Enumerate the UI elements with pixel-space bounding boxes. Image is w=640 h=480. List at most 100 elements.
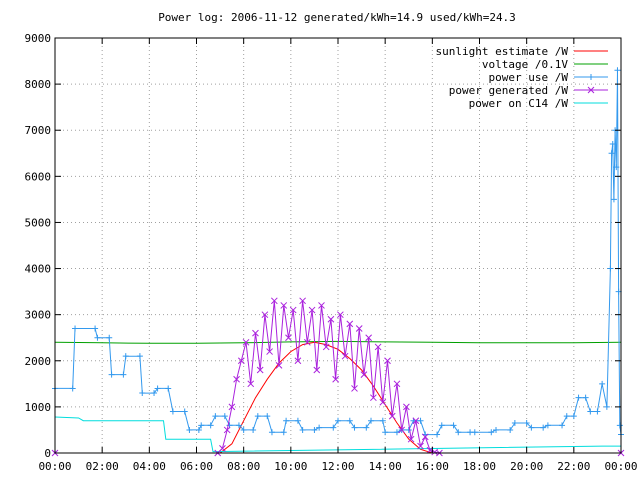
data-point	[455, 429, 462, 436]
data-point	[280, 429, 287, 436]
data-point	[544, 422, 551, 429]
data-point	[285, 334, 292, 342]
data-point	[393, 380, 401, 388]
data-point	[254, 413, 261, 420]
axes: 0 1000 2000 3000 4000 5000 6000 7000 8000 9000 00:…	[25, 32, 638, 473]
data-point	[94, 334, 101, 341]
data-point	[421, 433, 429, 441]
data-point	[256, 366, 264, 374]
data-point	[360, 371, 368, 378]
data-point	[219, 445, 226, 452]
data-point	[540, 424, 547, 431]
data-point	[438, 422, 445, 429]
data-point	[382, 429, 389, 436]
series-line	[55, 70, 622, 436]
legend-marker	[587, 86, 595, 94]
y-tick-label: 8000	[25, 78, 52, 91]
x-tick-label: 00:00	[38, 460, 71, 473]
data-point	[303, 338, 311, 346]
data-point	[330, 424, 337, 431]
x-tick-label: 06:00	[180, 460, 213, 473]
x-tick-label: 04:00	[133, 460, 166, 473]
data-point	[266, 348, 273, 355]
legend-label: voltage /0.1V	[482, 58, 568, 71]
data-point	[169, 408, 176, 415]
data-point	[233, 375, 240, 383]
data-point	[403, 403, 410, 411]
data-point	[609, 141, 616, 148]
data-point	[198, 422, 205, 429]
data-point	[242, 338, 250, 346]
data-point	[221, 413, 228, 420]
data-point	[294, 357, 302, 365]
data-point	[493, 426, 500, 433]
x-tick-label: 00:00	[604, 460, 637, 473]
legend-label: power on C14 /W	[469, 97, 569, 110]
data-point	[434, 431, 441, 438]
data-point	[488, 429, 495, 436]
data-point	[151, 390, 158, 397]
data-point	[139, 390, 146, 397]
data-point	[384, 357, 391, 365]
data-point	[69, 385, 76, 392]
data-point	[252, 329, 259, 337]
data-point	[614, 67, 621, 74]
data-point	[268, 429, 275, 436]
data-point	[594, 408, 601, 415]
data-point	[346, 417, 353, 424]
data-point	[368, 417, 375, 424]
data-point	[322, 343, 330, 351]
data-point	[250, 426, 257, 433]
legend-label: power generated /W	[449, 84, 569, 97]
x-tick-label: 12:00	[321, 460, 354, 473]
y-tick-label: 1000	[25, 401, 52, 414]
data-point	[165, 385, 172, 392]
y-tick-label: 4000	[25, 263, 52, 276]
data-point	[308, 306, 316, 314]
data-point	[417, 442, 424, 450]
data-point	[603, 403, 610, 410]
data-point	[195, 426, 202, 433]
data-point	[332, 375, 339, 383]
data-point	[450, 422, 457, 429]
x-tick-label: 14:00	[369, 460, 402, 473]
legend-label: sunlight estimate /W	[436, 45, 569, 58]
data-point	[223, 426, 231, 434]
y-tick-label: 0	[44, 447, 51, 460]
data-point	[379, 398, 387, 406]
data-point	[122, 353, 129, 360]
y-tick-label: 6000	[25, 170, 52, 183]
data-point	[181, 408, 188, 415]
data-point	[575, 394, 582, 401]
data-point	[299, 426, 306, 433]
data-point	[92, 325, 99, 332]
data-point	[261, 311, 269, 319]
data-point	[316, 424, 323, 431]
data-point	[616, 422, 623, 429]
data-point	[363, 424, 370, 431]
data-point	[570, 413, 577, 420]
series-4	[54, 416, 621, 453]
data-point	[587, 408, 594, 415]
data-point	[289, 306, 297, 314]
data-point	[528, 424, 535, 431]
data-point	[275, 362, 283, 369]
y-tick-label: 2000	[25, 355, 52, 368]
chart-title: Power log: 2006-11-12 generated/kWh=14.9…	[158, 11, 516, 24]
data-point	[398, 426, 406, 434]
data-point	[212, 413, 219, 420]
data-point	[280, 302, 288, 309]
data-point	[264, 413, 271, 420]
data-point	[327, 315, 335, 323]
data-point	[108, 371, 115, 378]
data-point	[294, 417, 301, 424]
data-point	[154, 385, 161, 392]
x-tick-label: 20:00	[510, 460, 543, 473]
series-line	[55, 300, 621, 454]
data-point	[313, 366, 321, 374]
x-tick-label: 18:00	[463, 460, 496, 473]
data-point	[563, 413, 570, 420]
data-point	[610, 196, 617, 203]
data-point	[247, 380, 255, 388]
